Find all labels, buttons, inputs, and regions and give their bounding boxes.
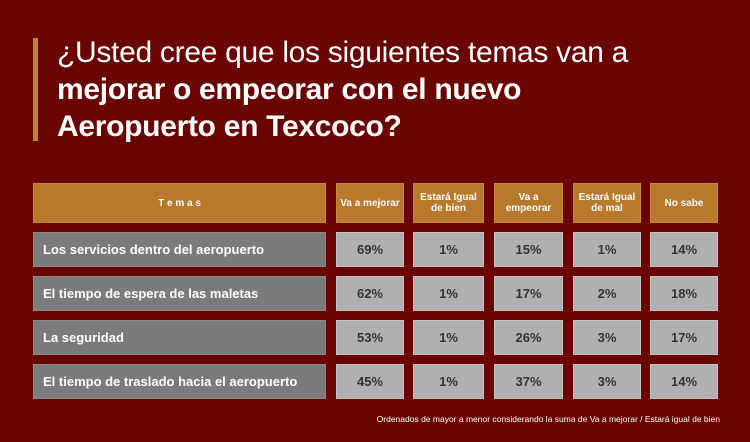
value-cell: 26% — [494, 320, 563, 355]
column-header: Va a mejorar — [336, 183, 404, 223]
value-cell: 14% — [650, 364, 718, 399]
column-header: Estará Igual de mal — [573, 183, 641, 223]
value-cell: 14% — [650, 232, 718, 267]
title-line-1: ¿Usted cree que los siguientes temas van… — [57, 36, 629, 69]
row-label: El tiempo de traslado hacia el aeropuert… — [33, 364, 326, 399]
column-header: T e m a s — [33, 183, 326, 223]
row-label: La seguridad — [33, 320, 326, 355]
value-cell: 1% — [413, 364, 484, 399]
value-cell: 1% — [413, 276, 484, 311]
value-cell: 1% — [573, 232, 641, 267]
page-title: ¿Usted cree que los siguientes temas van… — [57, 34, 628, 145]
value-cell: 18% — [650, 276, 718, 311]
value-cell: 1% — [413, 320, 484, 355]
value-cell: 53% — [336, 320, 404, 355]
accent-bar — [33, 38, 38, 141]
value-cell: 37% — [494, 364, 563, 399]
title-line-2: mejorar o empeorar con el nuevo — [57, 73, 522, 106]
row-label: El tiempo de espera de las maletas — [33, 276, 326, 311]
value-cell: 3% — [573, 320, 641, 355]
value-cell: 1% — [413, 232, 484, 267]
value-cell: 17% — [650, 320, 718, 355]
title-line-3: Aeropuerto en Texcoco? — [57, 110, 402, 143]
value-cell: 15% — [494, 232, 563, 267]
value-cell: 69% — [336, 232, 404, 267]
value-cell: 2% — [573, 276, 641, 311]
value-cell: 45% — [336, 364, 404, 399]
value-cell: 3% — [573, 364, 641, 399]
column-header: Va a empeorar — [494, 183, 563, 223]
value-cell: 62% — [336, 276, 404, 311]
row-label: Los servicios dentro del aeropuerto — [33, 232, 326, 267]
value-cell: 17% — [494, 276, 563, 311]
footnote: Ordenados de mayor a menor considerando … — [376, 414, 720, 424]
column-header: No sabe — [650, 183, 718, 223]
column-header: Estará Igual de bien — [413, 183, 484, 223]
